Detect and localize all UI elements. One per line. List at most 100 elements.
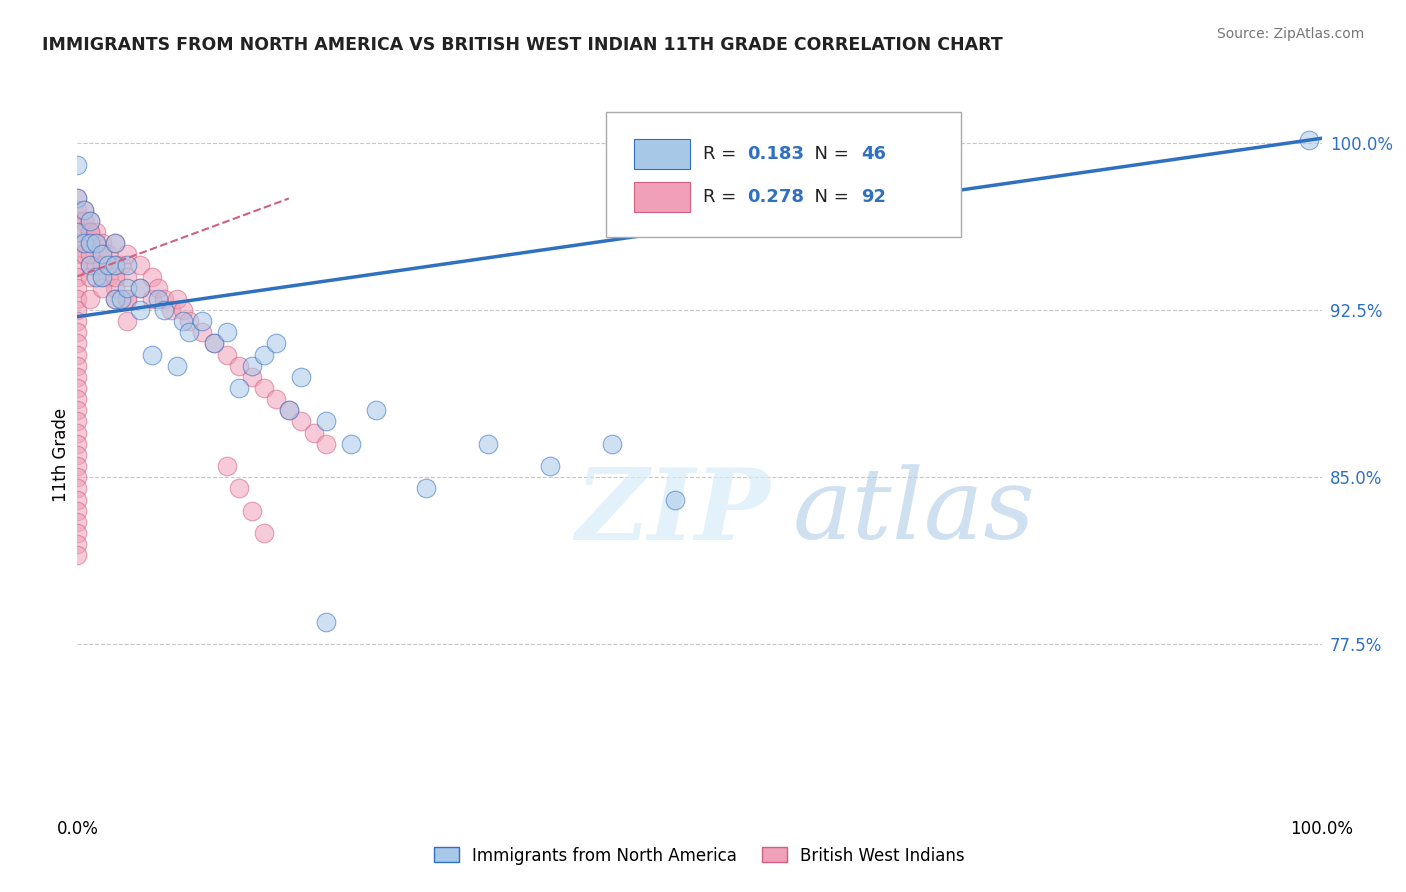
Point: [91, 236, 114, 251]
Point: [91, 259, 114, 273]
Point: [266, 336, 288, 351]
Point: [91, 247, 114, 261]
Point: [128, 303, 150, 318]
Point: [228, 482, 250, 496]
Point: [191, 314, 214, 328]
Point: [79, 236, 101, 251]
Point: [66, 482, 89, 496]
Point: [66, 281, 89, 295]
Point: [110, 259, 132, 273]
Point: [664, 492, 686, 507]
FancyBboxPatch shape: [606, 112, 960, 237]
Point: [66, 259, 89, 273]
Point: [91, 281, 114, 295]
Point: [66, 448, 89, 462]
Point: [66, 526, 89, 541]
Point: [191, 326, 214, 340]
Point: [66, 314, 89, 328]
Point: [253, 381, 276, 395]
Point: [290, 370, 312, 384]
Point: [253, 348, 276, 362]
Point: [79, 247, 101, 261]
Point: [104, 292, 127, 306]
Text: 46: 46: [862, 145, 886, 162]
Text: 0.183: 0.183: [747, 145, 804, 162]
Point: [79, 225, 101, 239]
Point: [104, 269, 127, 284]
Point: [477, 437, 499, 451]
Point: [84, 236, 107, 251]
Point: [66, 202, 89, 217]
Point: [148, 292, 170, 306]
Point: [66, 381, 89, 395]
Point: [602, 437, 624, 451]
Point: [66, 192, 89, 206]
Point: [72, 225, 94, 239]
Point: [72, 236, 94, 251]
Point: [128, 259, 150, 273]
Point: [202, 336, 225, 351]
Point: [66, 403, 89, 417]
Point: [66, 336, 89, 351]
Legend: Immigrants from North America, British West Indians: Immigrants from North America, British W…: [427, 840, 972, 871]
Point: [104, 292, 127, 306]
Point: [302, 425, 325, 440]
Point: [66, 537, 89, 551]
Point: [66, 359, 89, 373]
Text: R =: R =: [703, 145, 742, 162]
Point: [315, 437, 337, 451]
Point: [364, 403, 387, 417]
Point: [66, 225, 89, 239]
Point: [66, 192, 89, 206]
Point: [290, 415, 312, 429]
Point: [72, 236, 94, 251]
Point: [179, 314, 201, 328]
Point: [104, 259, 127, 273]
Point: [166, 292, 188, 306]
Point: [166, 359, 188, 373]
Point: [315, 415, 337, 429]
Point: [215, 326, 238, 340]
Point: [104, 281, 127, 295]
Point: [128, 281, 150, 295]
Point: [97, 259, 120, 273]
Text: Source: ZipAtlas.com: Source: ZipAtlas.com: [1216, 27, 1364, 41]
Point: [115, 292, 138, 306]
Point: [79, 225, 101, 239]
Point: [266, 392, 288, 407]
Point: [115, 292, 138, 306]
Point: [148, 281, 170, 295]
Point: [66, 515, 89, 529]
Point: [159, 303, 181, 318]
Point: [115, 314, 138, 328]
Point: [66, 504, 89, 518]
Point: [97, 247, 120, 261]
Point: [141, 292, 163, 306]
Point: [66, 392, 89, 407]
Point: [115, 281, 138, 295]
Bar: [634, 139, 689, 169]
Point: [79, 214, 101, 228]
Point: [172, 303, 194, 318]
Point: [66, 459, 89, 474]
Point: [153, 303, 176, 318]
Point: [253, 526, 276, 541]
Text: R =: R =: [703, 187, 742, 205]
Point: [153, 292, 176, 306]
Point: [104, 259, 127, 273]
Point: [72, 202, 94, 217]
Point: [72, 247, 94, 261]
Point: [228, 381, 250, 395]
Point: [115, 269, 138, 284]
Point: [79, 292, 101, 306]
Point: [66, 292, 89, 306]
Point: [228, 359, 250, 373]
Point: [72, 214, 94, 228]
Point: [128, 281, 150, 295]
Point: [110, 292, 132, 306]
Point: [240, 370, 263, 384]
Point: [215, 459, 238, 474]
Point: [66, 415, 89, 429]
Point: [66, 269, 89, 284]
Point: [115, 259, 138, 273]
